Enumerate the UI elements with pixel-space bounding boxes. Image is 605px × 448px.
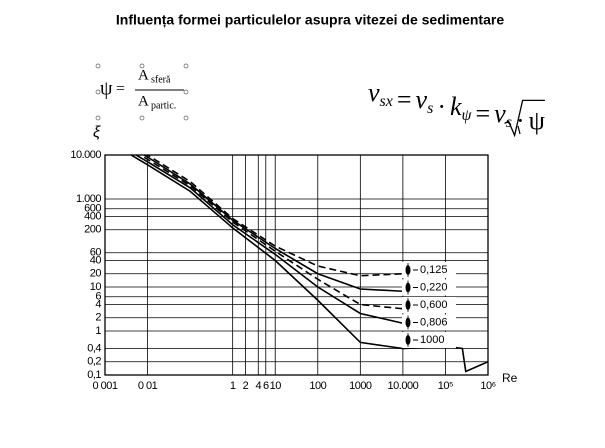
legend-label: 0,125 [420,264,448,276]
series-line [138,155,403,310]
y-tick-label: 0,1 [87,369,101,381]
formula-eq: = [116,81,125,98]
symbol: v [368,78,380,107]
legend-label: 1000 [420,334,444,346]
formula-den-sub: partic. [151,100,176,111]
legend-label: 0,600 [420,299,448,311]
y-tick-label: 1.000 [76,193,101,205]
x-tick-label: 0 01 [138,380,158,392]
operator: · [437,92,446,121]
y-tick-label: 2 [95,312,101,324]
symbol: ψ [529,106,545,135]
radical [504,99,545,138]
y-tick-label: 20 [90,268,102,280]
slide-title: Influența formei particulelor asupra vit… [116,12,504,28]
legend-bg [402,262,456,278]
y-tick-label: 6 [95,291,101,303]
y-tick-label: 400 [84,210,101,222]
y-tick-label: 60 [90,247,102,259]
legend-label: 0,806 [420,316,448,328]
x-tick-label: 6 [263,380,269,392]
x-tick-label: 0 001 [92,380,117,392]
y-tick-label: 0,2 [87,356,101,368]
legend-bg [402,314,456,331]
y-tick-label: 0,4 [87,342,101,354]
subscript: ψ [462,107,473,124]
x-tick-label: 100 [309,380,326,392]
legend-bg [402,279,456,296]
y-tick-label: 10 [90,281,102,293]
subscript: sx [380,93,393,110]
tick-mark [517,125,521,135]
formula-num: A [138,67,149,83]
symbol: k [450,92,462,121]
y-tick-label: 40 [90,254,102,266]
subscript: s [427,100,433,117]
formula-lhs: ψ [100,78,113,100]
x-tick-label: 10⁵ [438,380,453,392]
plot: 10.0001.0006004002006040201064210,40,20,… [70,124,517,392]
legend-bg [402,332,456,348]
formula-left: ψ = A sferă A partic. [95,63,189,121]
series-line [129,155,488,373]
series-line [134,155,404,325]
y-tick-label: 1 [95,325,101,337]
operator: = [475,99,490,128]
selection-handles [95,63,189,121]
y-tick-label: 600 [84,203,101,215]
formula-num-sub: sferă [151,74,171,85]
x-axis-label: Re [502,371,518,385]
formula-right: vsx = vs · kψ = vs · ψ [368,78,545,135]
x-tick-label: 4 [255,380,261,392]
x-tick-label: 1000 [349,380,372,392]
y-tick-label: 200 [84,224,101,236]
y-tick-label: 4 [95,298,101,310]
formula-den: A [138,93,149,109]
y-axis-label: ξ [93,124,101,141]
symbol: v [416,85,428,114]
operator: · [516,106,525,135]
x-tick-label: 10 [270,380,282,392]
x-tick-label: 10.000 [388,380,419,392]
y-tick-label: 10.000 [70,149,101,161]
legend-label: 0,220 [420,281,448,293]
operator: = [397,85,412,114]
x-tick-label: 10⁶ [480,380,495,392]
symbol: v [494,99,506,128]
series-line [145,155,403,277]
x-tick-label: 1 [230,380,236,392]
series-line [142,155,403,293]
x-tick-label: 2 [243,380,249,392]
legend-bg [402,297,456,313]
